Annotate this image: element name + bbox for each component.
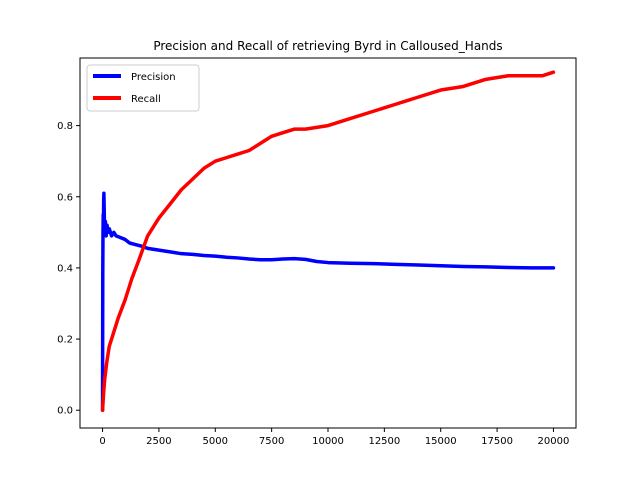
series-line-recall [100,70,556,412]
x-tick-label: 15000 [425,436,457,447]
x-tick-label: 7500 [259,436,284,447]
x-tick-label: 5000 [203,436,228,447]
legend: Precision Recall [86,64,200,112]
y-tick-label: 0.8 [57,121,73,132]
legend-label-recall: Recall [131,94,161,105]
legend-label-precision: Precision [131,72,176,83]
chart-title: Precision and Recall of retrieving Byrd … [153,39,502,53]
x-tick-label: 2500 [146,436,171,447]
y-tick-label: 0.6 [57,192,73,203]
series-line-precision [100,191,556,412]
x-tick-label: 10000 [312,436,344,447]
x-tick-label: 20000 [538,436,570,447]
x-tick-label: 17500 [481,436,513,447]
x-tick-label: 0 [99,436,105,447]
x-axis: 0 2500 5000 7500 10000 12500 15000 17500 20000 [99,428,569,447]
plot-area [100,70,556,412]
x-tick-label: 12500 [368,436,400,447]
y-tick-label: 0.0 [57,406,73,417]
y-axis: 0.0 0.2 0.4 0.6 0.8 [57,121,80,417]
y-tick-label: 0.2 [57,335,73,346]
y-tick-label: 0.4 [57,263,73,274]
